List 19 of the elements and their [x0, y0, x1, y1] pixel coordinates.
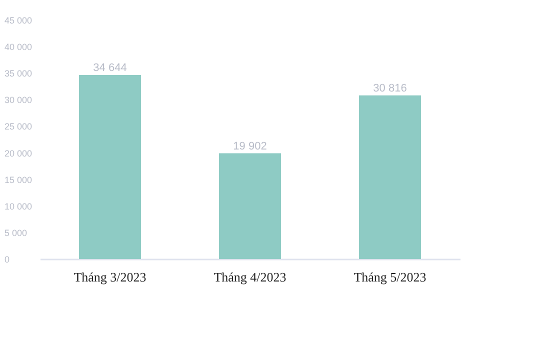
y-tick-label: 10 000: [4, 201, 32, 212]
bar: [219, 153, 281, 259]
y-tick-label: 5 000: [4, 228, 28, 238]
bar: [359, 95, 421, 259]
x-tick-label: Tháng 5/2023: [354, 270, 426, 284]
y-tick-label: 30 000: [4, 95, 32, 106]
y-tick-label: 45 000: [4, 16, 32, 26]
y-tick-label: 40 000: [4, 42, 32, 52]
x-tick-label: Tháng 3/2023: [74, 270, 146, 284]
data-label: 34 644: [93, 62, 127, 74]
x-tick-label: Tháng 4/2023: [214, 270, 286, 284]
bar: [79, 75, 141, 259]
y-tick-label: 0: [4, 254, 10, 264]
y-tick-label: 25 000: [4, 122, 32, 132]
y-tick-label: 20 000: [4, 148, 32, 158]
y-tick-label: 15 000: [4, 174, 32, 185]
data-label: 30 816: [373, 82, 407, 94]
y-tick-label: 35 000: [4, 68, 32, 79]
data-label: 19 902: [233, 140, 267, 152]
